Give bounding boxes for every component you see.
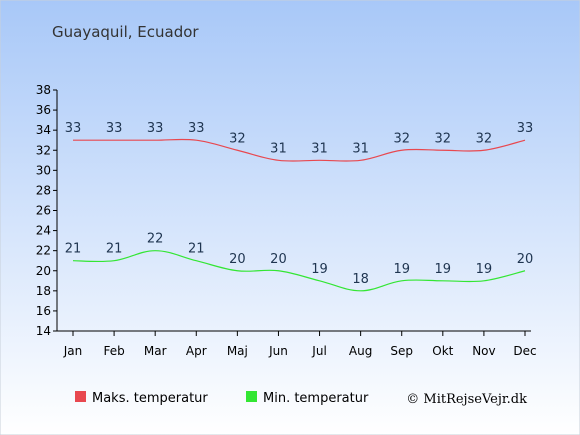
data-label: 33 (147, 121, 164, 136)
y-tick-label: 30 (36, 163, 51, 177)
series-line-min (72, 250, 526, 292)
data-label: 20 (517, 252, 534, 267)
y-tick-label: 38 (36, 83, 51, 97)
y-tick-label: 18 (36, 284, 51, 298)
x-tick-label: Mar (144, 344, 167, 358)
data-label: 33 (106, 121, 123, 136)
legend-label: Min. temperatur (263, 391, 369, 406)
y-tick-label: 34 (36, 123, 51, 137)
data-label: 33 (188, 121, 205, 136)
data-label: 32 (393, 131, 410, 146)
data-label: 21 (106, 242, 123, 257)
y-tick-label: 26 (36, 204, 51, 218)
data-label: 21 (188, 242, 205, 257)
y-tick-label: 28 (36, 183, 51, 197)
x-tick-label: Jun (268, 344, 288, 358)
data-label: 32 (229, 131, 246, 146)
y-tick-label: 24 (36, 224, 51, 238)
data-label: 32 (435, 131, 452, 146)
data-label: 33 (517, 121, 534, 136)
x-tick-label: Sep (390, 344, 413, 358)
data-label: 20 (270, 252, 287, 267)
y-tick-label: 32 (36, 143, 51, 157)
legend: Maks. temperatur Min. temperatur (75, 391, 369, 406)
x-tick-label: Maj (227, 344, 248, 358)
axes: 14 16 18 20 22 24 26 28 30 32 34 36 38 Jan Feb Mar Apr Ma… (36, 83, 537, 358)
x-tick-label: Aug (349, 344, 372, 358)
legend-swatch (75, 391, 86, 402)
x-tick-label: Jul (311, 344, 326, 358)
y-tick-label: 16 (36, 304, 51, 318)
x-tick-label: Nov (472, 344, 495, 358)
data-label: 33 (65, 121, 82, 136)
data-label: 19 (393, 262, 410, 277)
y-tick-label: 14 (36, 324, 51, 338)
data-label: 19 (311, 262, 328, 277)
data-label: 19 (435, 262, 452, 277)
data-label: 21 (65, 242, 82, 257)
x-tick-label: Feb (103, 344, 124, 358)
data-label: 32 (476, 131, 493, 146)
data-label: 31 (270, 141, 287, 156)
data-label: 22 (147, 232, 164, 247)
y-tick-label: 36 (36, 103, 51, 117)
x-tick-label: Dec (513, 344, 536, 358)
x-tick-label: Apr (186, 344, 207, 358)
x-tick-label: Okt (432, 344, 453, 358)
series-lines (72, 138, 526, 292)
y-tick-label: 20 (36, 264, 51, 278)
chart-title: Guayaquil, Ecuador (52, 23, 199, 41)
data-label: 20 (229, 252, 246, 267)
data-labels: 33 33 33 33 32 31 31 31 32 32 32 33 21 21 22 21 20 20 19 18… (65, 121, 534, 287)
x-tick-label: Jan (63, 344, 83, 358)
data-label: 19 (476, 262, 493, 277)
y-tick-label: 22 (36, 244, 51, 258)
legend-swatch (246, 391, 257, 402)
legend-label: Maks. temperatur (92, 391, 208, 406)
series-line-max (72, 138, 526, 162)
credit-text: © MitRejseVejr.dk (406, 392, 527, 407)
data-label: 31 (352, 141, 369, 156)
data-label: 31 (311, 141, 328, 156)
data-label: 18 (352, 272, 369, 287)
